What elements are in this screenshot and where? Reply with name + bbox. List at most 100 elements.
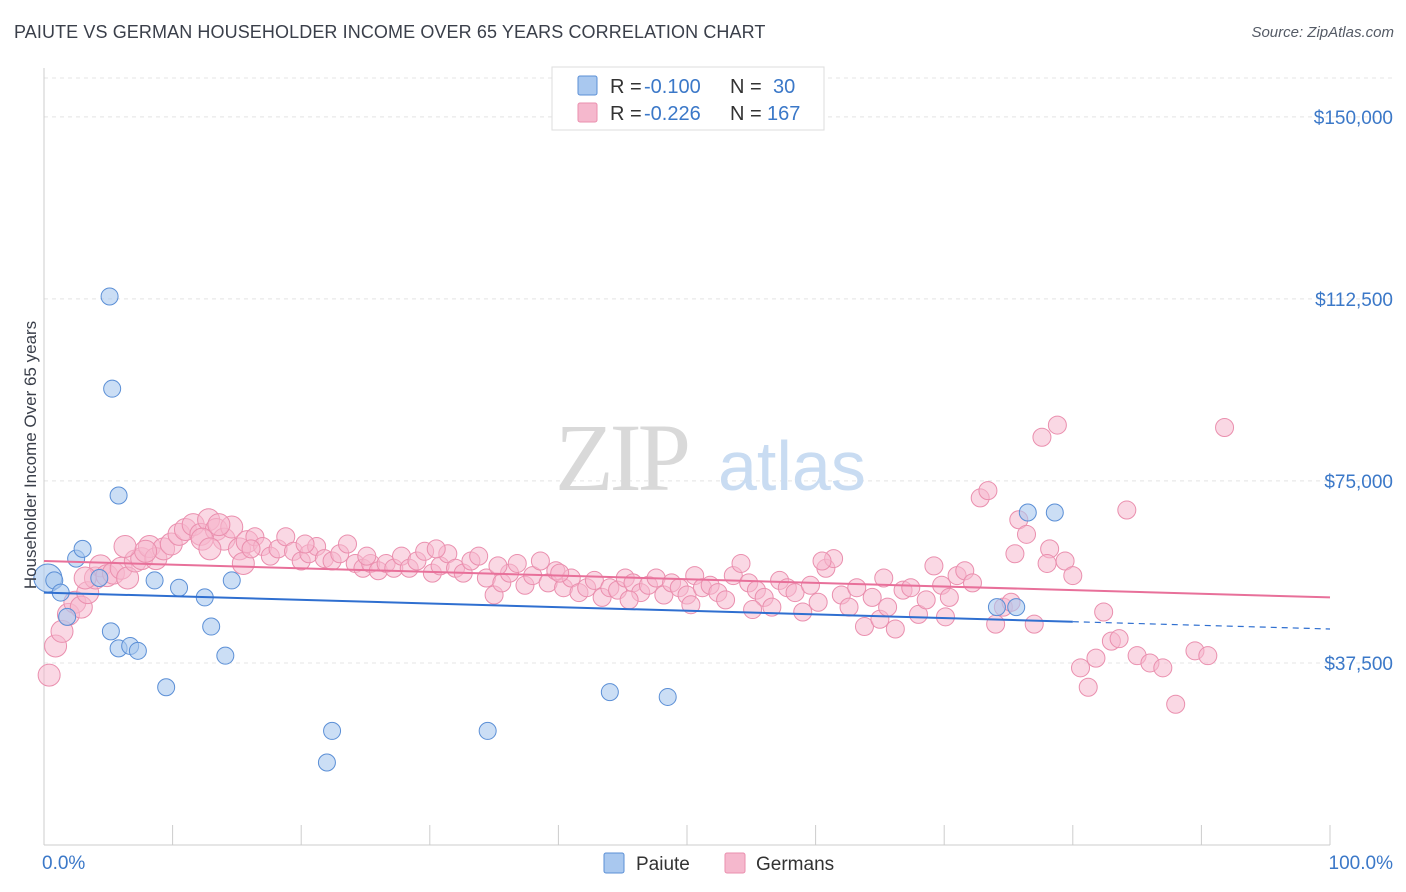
watermark-zip: ZIP — [555, 404, 688, 511]
paiute-trend-extension — [1072, 621, 1331, 630]
german-point — [793, 602, 813, 622]
legend-paiute-r-label: R = — [610, 76, 642, 98]
watermark: ZIP atlas — [555, 404, 866, 511]
legend-german-r-label: R = — [610, 103, 642, 125]
german-point — [1032, 427, 1052, 447]
german-point — [908, 604, 928, 624]
german-point — [426, 539, 446, 559]
series-legend: Paiute Germans — [603, 852, 834, 875]
y-tick-label: $150,000 — [1314, 108, 1393, 129]
german-point — [924, 556, 944, 576]
german-point — [198, 537, 222, 561]
paiute-point — [1045, 503, 1064, 522]
german-point — [839, 597, 859, 617]
german-point — [276, 527, 296, 547]
grid-lines — [44, 77, 1395, 664]
chart-title: PAIUTE VS GERMAN HOUSEHOLDER INCOME OVER… — [14, 22, 766, 42]
legend-german-n-value: 167 — [767, 103, 800, 125]
german-point — [716, 590, 736, 610]
german-point — [1047, 415, 1067, 435]
german-point — [134, 539, 158, 563]
paiute-point — [600, 683, 619, 702]
german-point — [1024, 614, 1044, 634]
paiute-point — [323, 721, 342, 740]
paiute-point — [109, 486, 128, 505]
paiute-point — [987, 598, 1006, 617]
german-point — [488, 556, 508, 576]
paiute-point — [157, 678, 176, 697]
y-tick-label: $37,500 — [1324, 654, 1393, 675]
paiute-point — [1007, 598, 1026, 617]
paiute-point — [216, 646, 235, 665]
german-point — [207, 513, 231, 537]
legend-paiute-n-label: N = — [730, 76, 762, 98]
source-label: Source: ZipAtlas.com — [1251, 24, 1394, 41]
german-point — [619, 590, 639, 610]
german-point — [1198, 646, 1218, 666]
german-point — [1063, 566, 1083, 586]
german-point — [507, 553, 527, 573]
german-point — [939, 587, 959, 607]
german-point — [295, 534, 315, 554]
german-point — [874, 568, 894, 588]
paiute-point — [128, 641, 147, 660]
german-point — [1071, 658, 1091, 678]
legend-german-n-label: N = — [730, 103, 762, 125]
german-point — [337, 534, 357, 554]
legend-paiute-n-value: 30 — [773, 76, 795, 98]
german-point — [1078, 677, 1098, 697]
german-point — [986, 614, 1006, 634]
paiute-point — [101, 622, 120, 641]
german-point — [1017, 524, 1037, 544]
german-point — [901, 578, 921, 598]
german-point — [812, 551, 832, 571]
paiute-point — [202, 617, 221, 636]
legend-german-swatch — [577, 102, 598, 123]
german-point — [1117, 500, 1137, 520]
axes — [43, 68, 1331, 846]
bottom-legend-paiute-swatch — [603, 852, 625, 874]
german-point — [762, 597, 782, 617]
german-trend-line — [43, 560, 1331, 599]
german-point — [37, 663, 61, 687]
y-tick-label: $112,500 — [1315, 290, 1393, 311]
paiute-point — [478, 721, 497, 740]
german-point — [681, 595, 701, 615]
german-point — [935, 607, 955, 627]
german-point — [885, 619, 905, 639]
german-point — [1086, 648, 1106, 668]
german-point — [878, 597, 898, 617]
german-point — [731, 553, 751, 573]
y-axis-ticks: $37,500 $75,000 $112,500 $150,000 — [1314, 108, 1393, 675]
german-point — [113, 534, 137, 558]
legend-paiute-swatch — [577, 75, 598, 96]
german-point — [1153, 658, 1173, 678]
german-point — [785, 583, 805, 603]
german-point — [1215, 418, 1235, 438]
y-axis-label: Householder Income Over 65 years — [21, 321, 40, 589]
x-tick-label: 100.0% — [1329, 853, 1394, 874]
paiute-point — [73, 539, 92, 558]
german-point — [862, 587, 882, 607]
german-point — [800, 575, 820, 595]
german-point — [1109, 629, 1129, 649]
legend-german-r-value: -0.226 — [644, 103, 701, 125]
paiute-point — [222, 571, 241, 590]
paiute-trend-line — [43, 591, 1073, 623]
x-axis-ticks: 0.0% 100.0% — [42, 853, 1393, 874]
german-point — [743, 600, 763, 620]
trend-lines — [43, 560, 1331, 630]
paiute-point — [90, 569, 109, 588]
paiute-point — [145, 571, 164, 590]
paiute-point — [100, 287, 119, 306]
german-point — [808, 592, 828, 612]
y-tick-label: $75,000 — [1324, 472, 1393, 493]
paiute-point — [170, 578, 189, 597]
watermark-atlas: atlas — [718, 427, 866, 505]
german-point — [854, 617, 874, 637]
bottom-legend-german-label: Germans — [756, 854, 834, 875]
legend-paiute-r-value: -0.100 — [644, 76, 701, 98]
paiute-point — [1018, 503, 1037, 522]
german-point — [916, 590, 936, 610]
